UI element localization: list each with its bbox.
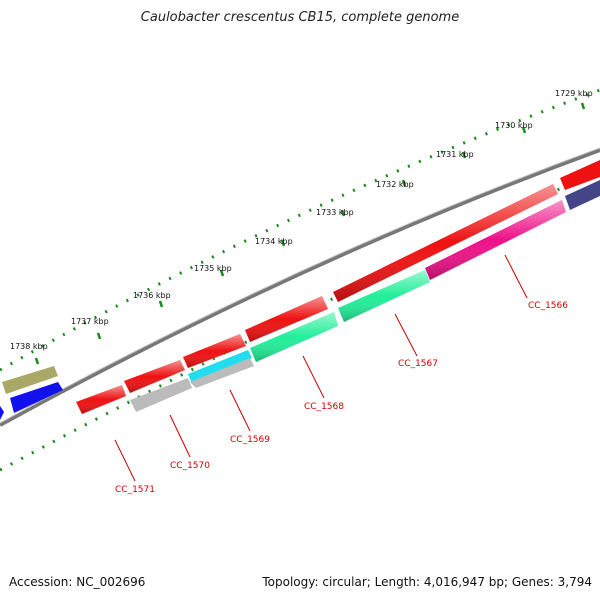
- gene-forward[interactable]: [560, 160, 600, 190]
- kbp-label: 1735 kbp: [194, 264, 232, 273]
- kbp-label: 1730 kbp: [495, 121, 533, 130]
- gene-label-cc1570[interactable]: CC_1570: [170, 461, 210, 471]
- reverse-genes: [130, 180, 600, 412]
- kbp-label: 1731 kbp: [436, 150, 474, 159]
- accession-text: Accession: NC_002696: [9, 575, 146, 589]
- gene-label-cc1571[interactable]: CC_1571: [115, 485, 155, 495]
- kbp-label: 1737 kbp: [71, 317, 109, 326]
- gene-forward[interactable]: [76, 385, 126, 414]
- gene-reverse[interactable]: [565, 180, 600, 210]
- kbp-label: 1729 kbp: [555, 89, 593, 98]
- gene-label-cc1567[interactable]: CC_1567: [398, 359, 438, 369]
- gene-label-cc1569[interactable]: CC_1569: [230, 435, 270, 445]
- gene-forward[interactable]: [10, 382, 63, 413]
- forward-genes: [0, 160, 600, 420]
- gene-labels: CC_1566 CC_1567 CC_1568 CC_1569 CC_1570 …: [115, 301, 568, 495]
- genome-backbone: [0, 148, 600, 427]
- outer-tick-ring: [0, 88, 600, 372]
- gene-forward[interactable]: [2, 366, 58, 394]
- gene-label-cc1566[interactable]: CC_1566: [528, 301, 568, 311]
- label-leaders: [114, 254, 528, 482]
- genome-backbone-highlight: [0, 147, 600, 424]
- kbp-label: 1733 kbp: [316, 208, 354, 217]
- kbp-label: 1738 kbp: [10, 342, 48, 351]
- gene-forward[interactable]: [0, 406, 4, 420]
- gene-label-cc1568[interactable]: CC_1568: [304, 402, 344, 412]
- kbp-label: 1732 kbp: [376, 180, 414, 189]
- topology-text: Topology: circular; Length: 4,016,947 bp…: [262, 575, 592, 589]
- kbp-ticks: [34, 102, 586, 365]
- map-title: Caulobacter crescentus CB15, complete ge…: [140, 10, 460, 25]
- kbp-label: 1734 kbp: [255, 237, 293, 246]
- kbp-label: 1736 kbp: [133, 291, 171, 300]
